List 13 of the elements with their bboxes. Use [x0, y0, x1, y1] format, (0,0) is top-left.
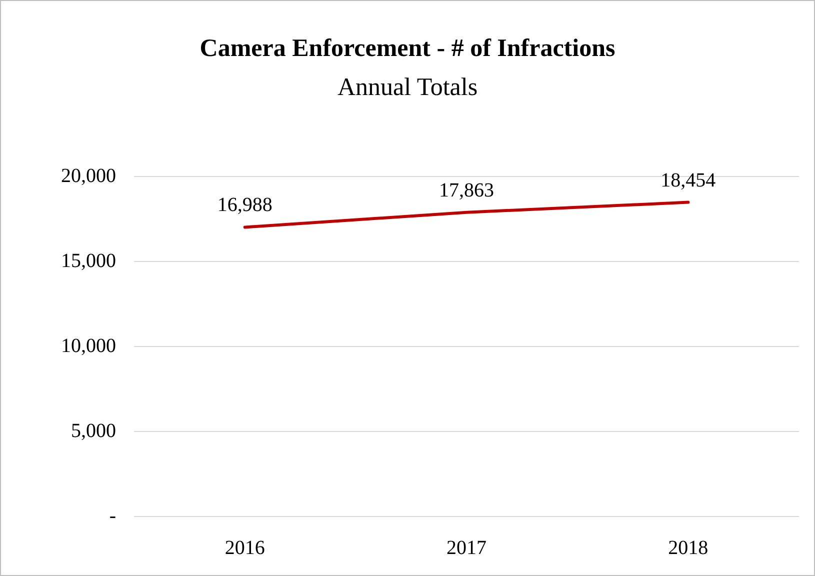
chart-subtitle: Annual Totals — [337, 74, 478, 101]
y-tick-label: - — [109, 505, 116, 527]
y-tick-label: 5,000 — [71, 420, 116, 442]
data-label: 16,988 — [217, 194, 272, 216]
data-label: 17,863 — [439, 179, 494, 202]
x-tick-label: 2016 — [224, 537, 265, 559]
x-tick-label: 2017 — [446, 537, 486, 559]
x-tick-label: 2018 — [668, 537, 708, 559]
y-tick-label: 20,000 — [61, 165, 116, 187]
y-tick-label: 10,000 — [61, 335, 116, 357]
y-tick-label: 15,000 — [61, 250, 116, 272]
data-label: 18,454 — [660, 169, 716, 192]
chart-title: Camera Enforcement - # of Infractions — [200, 35, 616, 62]
